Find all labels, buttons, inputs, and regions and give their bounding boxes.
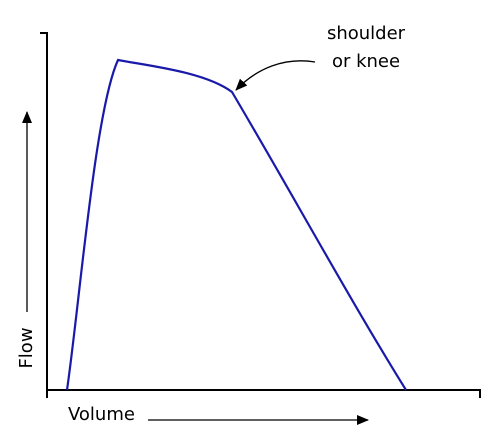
x-axis-label: Volume	[68, 404, 135, 425]
annotation-arrow	[235, 60, 316, 91]
y-axis	[40, 32, 48, 398]
annotation-text: shoulder	[327, 23, 406, 44]
y-axis-label: Flow	[16, 327, 37, 368]
flow-volume-curve	[65, 58, 407, 391]
x-axis	[47, 389, 481, 398]
annotation-text: or knee	[332, 51, 400, 72]
